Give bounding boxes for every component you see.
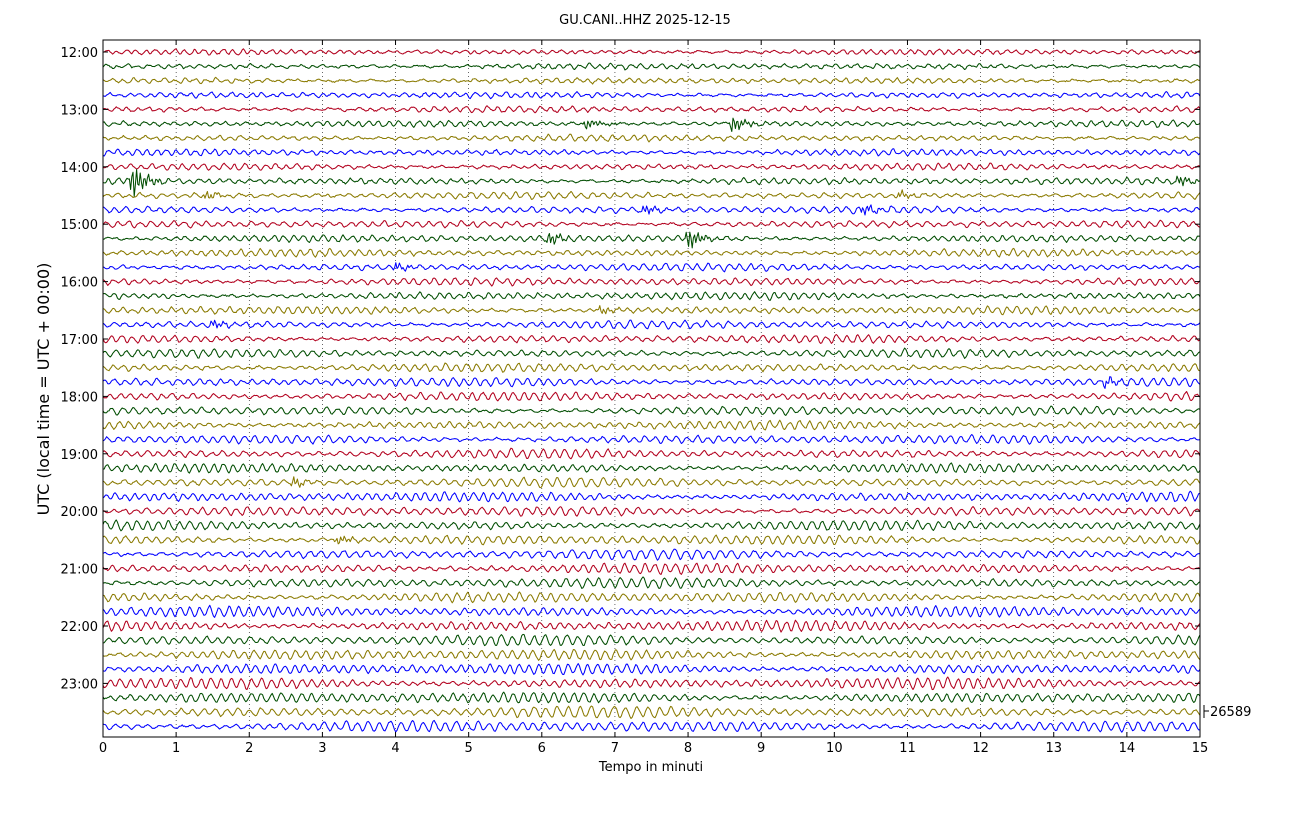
trace-row (102, 277, 1201, 287)
y-tick-label: 16:00 (61, 276, 98, 291)
trace-row (102, 405, 1200, 416)
trace-row (102, 419, 1201, 431)
trace-row (102, 231, 1200, 249)
trace-row (102, 591, 1201, 604)
trace-row (102, 691, 1201, 704)
trace-row (102, 462, 1201, 474)
x-tick-label: 7 (611, 741, 619, 756)
x-tick-label: 0 (99, 741, 107, 756)
trace-row (102, 604, 1201, 618)
x-tick-label: 10 (826, 741, 843, 756)
trace-row (102, 648, 1201, 661)
x-tick-label: 12 (972, 741, 989, 756)
trace-row (102, 189, 1201, 200)
y-tick-label: 17:00 (61, 333, 98, 348)
trace-row (102, 162, 1200, 172)
y-tick-label: 23:00 (61, 677, 98, 692)
y-tick-label: 22:00 (61, 620, 98, 635)
y-tick-label: 20:00 (61, 505, 98, 520)
y-tick-label: 15:00 (61, 218, 98, 233)
trace-row (102, 548, 1200, 561)
x-tick-label: 2 (245, 741, 253, 756)
trace-row (102, 347, 1201, 359)
trace-row (102, 133, 1200, 143)
x-tick-label: 14 (1119, 741, 1136, 756)
x-axis-label: Tempo in minuti (598, 760, 703, 775)
x-tick-label: 4 (391, 741, 399, 756)
trace-row (102, 562, 1201, 576)
traces (102, 48, 1201, 733)
trace-row (102, 117, 1201, 133)
trace-row (102, 105, 1201, 114)
y-tick-label: 12:00 (61, 46, 98, 61)
trace-row (102, 219, 1201, 229)
y-tick-label: 19:00 (61, 448, 98, 463)
grid (175, 40, 1128, 737)
trace-row (102, 619, 1201, 633)
trace-row (102, 633, 1201, 647)
scale-marker: 26589 (1203, 705, 1251, 720)
trace-row (102, 676, 1201, 691)
x-axis-ticks: 0 1 2 3 4 5 6 7 8 9 10 11 12 13 14 15 (99, 40, 1208, 756)
trace-row (102, 262, 1200, 273)
trace-row (102, 62, 1201, 71)
trace-row (102, 204, 1201, 216)
x-tick-label: 1 (172, 741, 180, 756)
x-tick-label: 5 (465, 741, 473, 756)
y-axis-label: UTC (local time = UTC + 00:00) (34, 263, 53, 516)
trace-row (102, 433, 1200, 445)
trace-row (102, 48, 1201, 56)
scale-label: 26589 (1210, 705, 1251, 720)
trace-row (102, 76, 1200, 85)
trace-row (102, 333, 1201, 344)
x-tick-label: 6 (538, 741, 546, 756)
trace-row (102, 490, 1200, 503)
trace-row (102, 534, 1201, 546)
trace-row (102, 291, 1201, 301)
trace-row (102, 169, 1201, 198)
trace-row (102, 705, 1201, 720)
trace-row (102, 519, 1201, 532)
chart-title: GU.CANI..HHZ 2025-12-15 (559, 13, 731, 28)
x-tick-label: 13 (1045, 741, 1062, 756)
trace-row (102, 663, 1201, 676)
x-tick-label: 9 (757, 741, 765, 756)
y-tick-label: 14:00 (61, 161, 98, 176)
trace-row (102, 362, 1200, 373)
trace-row (102, 247, 1201, 258)
y-tick-label: 21:00 (61, 563, 98, 578)
trace-row (102, 505, 1201, 517)
y-axis-ticks: 12:00 13:00 14:00 15:00 16:00 17:00 18:00 19:00… (61, 46, 1200, 692)
plot-frame (102, 39, 1201, 738)
trace-row (102, 90, 1201, 100)
x-tick-label: 15 (1192, 741, 1209, 756)
y-tick-label: 13:00 (61, 103, 98, 118)
trace-row (102, 148, 1201, 157)
trace-row (102, 319, 1201, 330)
trace-row (102, 305, 1200, 316)
trace-row (102, 719, 1200, 733)
trace-row (102, 447, 1201, 460)
trace-row (102, 576, 1201, 589)
y-tick-label: 18:00 (61, 390, 98, 405)
x-tick-label: 8 (684, 741, 692, 756)
trace-row (102, 390, 1201, 402)
x-tick-label: 11 (899, 741, 916, 756)
trace-row (102, 476, 1201, 489)
trace-row (102, 376, 1201, 389)
x-tick-label: 3 (318, 741, 326, 756)
